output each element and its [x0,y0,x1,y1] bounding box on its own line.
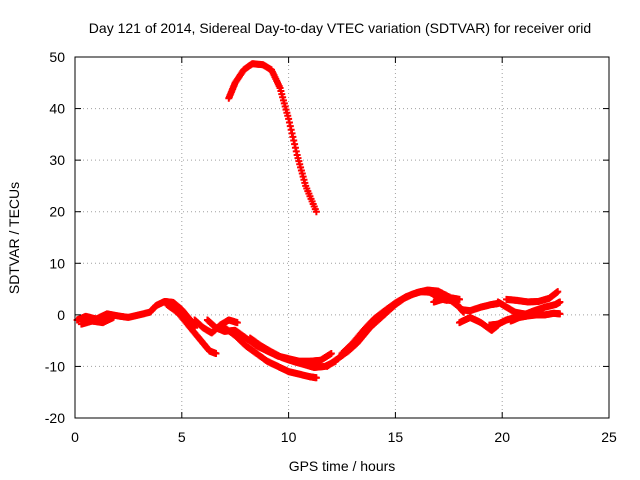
y-tick-label: 50 [49,49,65,65]
y-tick-label: -10 [45,358,65,374]
series-arc-4 [163,301,220,358]
x-tick-label: 25 [601,429,617,445]
y-axis-label: SDTVAR / TECUs [6,182,22,294]
y-tick-label: 30 [49,152,65,168]
x-tick-label: 5 [178,429,186,445]
data-point [109,313,117,321]
x-axis-label: GPS time / hours [289,458,396,474]
data-point [554,288,562,296]
data-point [312,208,320,216]
y-tick-label: 20 [49,204,65,220]
series-arc-3 [77,313,117,328]
ticks: 0 5 10 15 20 25 -20 -10 0 10 20 30 40 50 [45,49,617,445]
chart-title: Day 121 of 2014, Sidereal Day-to-day VTE… [89,20,591,36]
series-arc-7 [221,324,320,382]
x-tick-label: 15 [388,429,404,445]
y-tick-label: 10 [49,255,65,271]
y-tick-label: 0 [57,307,65,323]
data-point [556,298,564,306]
data-point [312,374,320,382]
x-tick-label: 10 [281,429,297,445]
data-point [556,310,564,318]
data-point [233,319,241,327]
series-arc-16 [494,298,545,319]
data-point [327,350,335,358]
plot-frame [74,56,610,419]
y-tick-label: 40 [49,101,65,117]
data-series [73,60,564,382]
series-arc-9 [323,288,451,370]
data-point [212,350,220,358]
y-tick-label: -20 [45,410,65,426]
x-tick-label: 0 [71,429,79,445]
data-point [455,295,463,303]
grid [75,57,609,418]
series-arc-1 [225,60,320,216]
data-point [537,308,545,316]
series-arc-17 [502,288,562,306]
x-tick-label: 20 [494,429,510,445]
